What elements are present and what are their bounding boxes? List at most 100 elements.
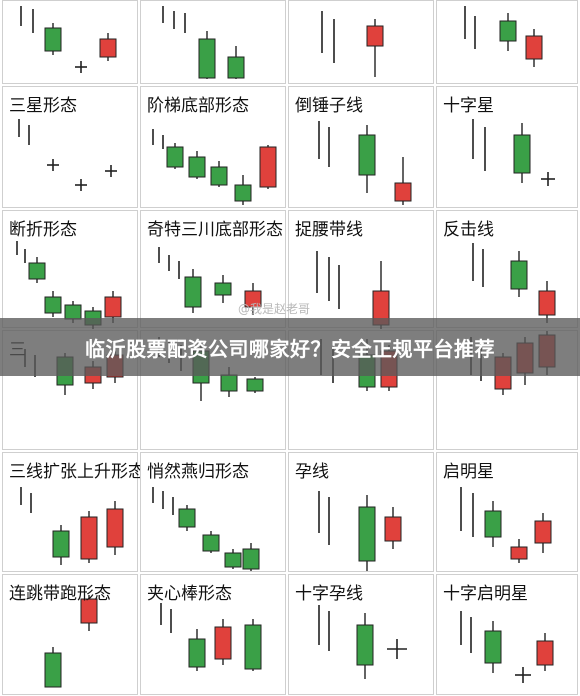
- candle-body: [44, 296, 62, 314]
- candle-body: [28, 262, 46, 280]
- bearish-candle: [198, 31, 216, 79]
- pattern-label: 奇特三川底部形态: [147, 220, 283, 240]
- pattern-cell: 连跳带跑形态: [2, 574, 138, 695]
- bearish-candle: [358, 495, 376, 571]
- pattern-cell: 阶梯底部形态: [140, 86, 286, 208]
- candle-body: [484, 630, 502, 664]
- candlestick-drawing: [318, 121, 412, 205]
- candle-body: [384, 516, 402, 542]
- pattern-label: 十字启明星: [443, 584, 528, 604]
- pattern-label: 断折形态: [9, 220, 77, 240]
- bearish-candle: [44, 647, 62, 688]
- candlestick-drawing: [318, 605, 407, 679]
- candle-body: [80, 516, 98, 560]
- candle-body: [499, 20, 517, 42]
- pattern-cell: [2, 0, 138, 84]
- bearish-candle: [484, 501, 502, 547]
- candlestick-drawing: [321, 11, 384, 77]
- doji-cross: [387, 639, 407, 659]
- bearish-candle: [499, 13, 517, 51]
- bearish-candle: [227, 46, 245, 79]
- candlestick-drawing: [20, 487, 124, 565]
- pattern-label: 连跳带跑形态: [9, 584, 111, 604]
- candle-body: [356, 624, 374, 666]
- pattern-cell: 反击线: [436, 210, 578, 328]
- pattern-cell: 十字孕线: [288, 574, 434, 695]
- bullish-candle: [80, 511, 98, 563]
- candle-body: [99, 38, 117, 58]
- bearish-candle: [184, 269, 202, 313]
- pattern-cell: 三星形态: [2, 86, 138, 208]
- candle-body: [44, 27, 62, 52]
- pattern-label: 启明星: [443, 462, 494, 482]
- pattern-cell: 断折形态: [2, 210, 138, 329]
- candle-body: [178, 508, 196, 528]
- bearish-candle: [44, 291, 62, 317]
- bearish-candle: [214, 275, 232, 303]
- bullish-candle: [104, 291, 122, 323]
- bullish-candle: [394, 157, 412, 205]
- doji-cross: [75, 61, 87, 73]
- bearish-candle: [52, 525, 70, 565]
- candle-body: [366, 25, 384, 47]
- bullish-candle: [372, 261, 390, 329]
- bearish-candle: [188, 629, 206, 671]
- bearish-candle: [358, 125, 376, 193]
- bullish-candle: [99, 33, 117, 61]
- bullish-candle: [214, 619, 232, 665]
- bearish-candle: [244, 619, 262, 671]
- bearish-candle: [188, 151, 206, 179]
- bearish-candle: [178, 505, 196, 531]
- candle-body: [510, 260, 528, 290]
- pattern-cell: 倒锤子线: [288, 86, 434, 208]
- pattern-label: 十字孕线: [295, 584, 363, 604]
- candle-body: [198, 38, 216, 79]
- candle-body: [214, 626, 232, 660]
- bullish-candle: [536, 633, 554, 671]
- bearish-candle: [234, 175, 252, 205]
- pattern-label: 三线扩张上升形态: [9, 462, 145, 482]
- bearish-candle: [166, 143, 184, 169]
- candle-body: [64, 304, 82, 320]
- candle-body: [534, 520, 552, 544]
- candle-body: [52, 530, 70, 558]
- candlestick-drawing: [152, 487, 260, 571]
- candle-body: [242, 548, 260, 570]
- candle-body: [202, 534, 220, 552]
- doji-cross: [75, 179, 87, 191]
- bullish-candle: [80, 595, 98, 631]
- pattern-cell: [436, 0, 578, 84]
- bearish-candle: [224, 549, 242, 569]
- candlestick-drawing: [460, 487, 552, 563]
- candle-body: [394, 182, 412, 202]
- candle-body: [538, 290, 556, 316]
- candlestick-drawing: [160, 603, 262, 671]
- candle-body: [525, 35, 543, 60]
- bearish-candle: [210, 161, 228, 187]
- pattern-cell: 孕线: [288, 452, 434, 572]
- bearish-candle: [356, 613, 374, 679]
- doji-cross: [105, 165, 117, 177]
- candle-body: [536, 640, 554, 666]
- bullish-candle: [534, 513, 552, 553]
- candle-body: [220, 374, 238, 392]
- candle-body: [358, 506, 376, 562]
- pattern-label: 三星形态: [9, 96, 77, 116]
- candlestick-drawing: [20, 6, 117, 73]
- bearish-candle: [484, 621, 502, 673]
- candlestick-drawing: [162, 6, 245, 79]
- candle-body: [513, 134, 531, 174]
- candle-body: [214, 282, 232, 296]
- candlestick-drawing: [18, 119, 117, 191]
- bullish-candle: [510, 539, 528, 563]
- bearish-candle: [28, 257, 46, 283]
- candlestick-drawing: [460, 611, 554, 683]
- candle-body: [234, 184, 252, 202]
- candlestick-drawing: [318, 491, 402, 571]
- pattern-label: 阶梯底部形态: [147, 96, 249, 116]
- candlestick-drawing: [158, 247, 262, 315]
- weibo-watermark: @我是赵老哥: [238, 302, 311, 316]
- candlestick-drawing: [472, 243, 556, 323]
- bullish-candle: [244, 283, 262, 315]
- candle-body: [244, 290, 262, 308]
